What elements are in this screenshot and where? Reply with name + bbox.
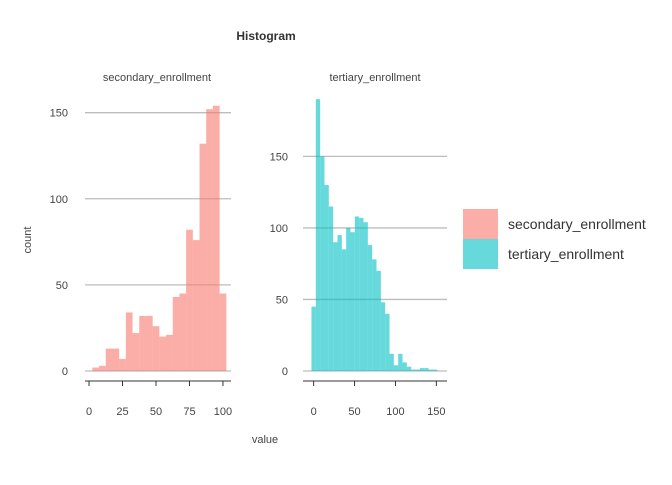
histogram-bar: [415, 369, 420, 371]
histogram-bar: [432, 369, 438, 371]
histogram-bar: [145, 315, 153, 371]
legend-label-secondary-enrollment: secondary_enrollment: [508, 216, 646, 232]
facet-strip-label: secondary_enrollment: [103, 72, 211, 84]
facet-x-axis: 0 25 50 75 100: [85, 380, 232, 418]
histogram-bar: [152, 326, 160, 371]
legend-item-secondary-enrollment: secondary_enrollment: [463, 209, 646, 239]
histogram-bar: [389, 353, 394, 371]
histogram-bar: [354, 216, 360, 371]
legend-item-tertiary-enrollment: tertiary_enrollment: [463, 239, 624, 269]
histogram-bar: [406, 366, 412, 371]
facet-bars: [311, 99, 438, 372]
histogram-bar: [315, 99, 321, 372]
histogram-bar: [324, 185, 329, 371]
y-tick-label: 100: [50, 194, 68, 206]
histogram-bar: [125, 312, 133, 371]
histogram-bar: [376, 270, 381, 371]
histogram-bar: [402, 362, 407, 371]
y-tick-label: 150: [270, 151, 288, 163]
histogram-bar: [367, 245, 373, 371]
histogram-bar: [92, 367, 100, 371]
legend-key-tertiary-enrollment: [463, 239, 498, 269]
histogram-bar: [411, 369, 416, 371]
histogram-bar: [172, 296, 180, 371]
histogram-bar: [179, 293, 187, 371]
histogram-bar: [311, 306, 316, 371]
histogram-bar: [166, 334, 173, 371]
histogram-bar: [105, 348, 113, 371]
facet-strip-label: tertiary_enrollment: [329, 72, 420, 84]
histogram-bar: [393, 365, 399, 371]
x-tick-label: 0: [86, 406, 92, 418]
histogram-bar: [424, 368, 429, 371]
histogram-bar: [341, 249, 347, 371]
histogram-bar: [199, 143, 207, 371]
y-tick-label: 0: [282, 366, 288, 378]
facet-secondary-enrollment: secondary_enrollment 0 50 100 150 0 25 50 75 10…: [50, 72, 233, 418]
x-tick-label: 0: [311, 406, 317, 418]
histogram-bar: [119, 358, 126, 371]
y-axis-label: count: [22, 227, 34, 254]
y-tick-label: 50: [276, 294, 288, 306]
histogram-bar: [186, 229, 193, 371]
legend-key-secondary-enrollment: [463, 209, 498, 239]
histogram-bar: [346, 227, 351, 371]
legend-label-tertiary-enrollment: tertiary_enrollment: [508, 246, 624, 262]
histogram-bar: [139, 315, 146, 371]
x-tick-label: 75: [183, 406, 195, 418]
facet-tertiary-enrollment: tertiary_enrollment 0 50 100 150 0 50 100 150: [270, 72, 447, 418]
histogram-bar: [380, 302, 386, 371]
histogram-bar: [385, 313, 390, 371]
histogram-bar: [419, 368, 425, 371]
histogram-bar: [350, 232, 355, 371]
histogram-bar: [99, 365, 106, 371]
histogram-bar: [428, 369, 433, 371]
histogram-bar: [159, 336, 167, 371]
legend: secondary_enrollment tertiary_enrollment: [463, 209, 646, 269]
facet-bars: [92, 105, 227, 372]
facet-y-ticks: 0 50 100 150: [50, 108, 68, 378]
histogram-bar: [363, 222, 368, 371]
chart-title: Histogram: [236, 29, 295, 43]
histogram-bar: [333, 242, 338, 371]
x-tick-label: 150: [427, 406, 445, 418]
x-tick-label: 50: [150, 406, 162, 418]
x-tick-label: 100: [214, 406, 232, 418]
histogram-bar: [206, 109, 213, 371]
y-tick-label: 150: [50, 108, 68, 120]
histogram-bar: [219, 293, 227, 371]
y-tick-label: 50: [56, 280, 68, 292]
histogram-bar: [132, 333, 140, 371]
facet-y-ticks: 0 50 100 150: [270, 151, 288, 378]
y-tick-label: 0: [62, 366, 68, 378]
x-tick-label: 100: [386, 406, 404, 418]
histogram-bar: [359, 217, 364, 371]
histogram-bar: [337, 235, 342, 371]
x-tick-label: 25: [116, 406, 128, 418]
histogram-bar: [328, 206, 334, 371]
facet-x-axis: 0 50 100 150: [303, 380, 447, 418]
x-tick-label: 50: [348, 406, 360, 418]
histogram-bar: [398, 353, 403, 371]
histogram-bar: [212, 105, 220, 372]
histogram-bar: [320, 156, 325, 371]
y-tick-label: 100: [270, 223, 288, 235]
histogram-bar: [372, 259, 377, 371]
histogram-bar: [192, 240, 200, 371]
histogram-bar: [112, 348, 120, 371]
x-axis-label: value: [252, 434, 278, 446]
